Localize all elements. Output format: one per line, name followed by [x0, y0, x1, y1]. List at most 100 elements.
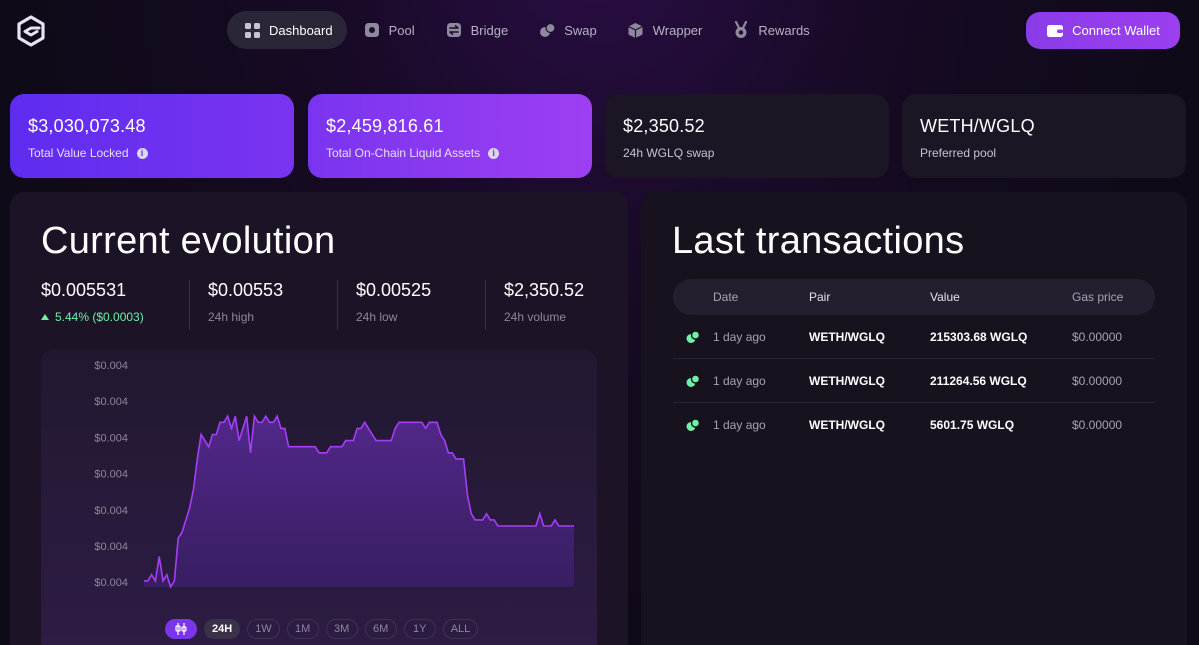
connect-wallet-button[interactable]: Connect Wallet: [1026, 12, 1180, 49]
stat-card-preferred-pool: WETH/WGLQ Preferred pool: [902, 94, 1186, 178]
nav-wrapper[interactable]: Wrapper: [611, 11, 717, 49]
y-tick-label: $0.004: [94, 469, 128, 481]
evolution-title: Current evolution: [41, 220, 336, 262]
stat-card-swap-volume: $2,350.52 24h WGLQ swap: [605, 94, 889, 178]
range-3m[interactable]: 3M: [325, 619, 358, 639]
nav-wrapper-label: Wrapper: [652, 22, 703, 38]
range-1w[interactable]: 1W: [247, 619, 280, 639]
metric-change: 5.44% ($0.0003): [55, 310, 144, 324]
swap-tx-icon: [686, 329, 700, 343]
connect-wallet-label: Connect Wallet: [1072, 23, 1160, 38]
stat-value: $2,459,816.61: [326, 116, 444, 136]
evolution-metrics: $0.005531 5.44% ($0.0003) $0.00553 24h h…: [41, 280, 633, 330]
swap-tx-icon: [686, 418, 700, 431]
arrow-up-icon: [41, 314, 49, 320]
dashboard-icon: [243, 21, 261, 39]
info-icon[interactable]: i: [488, 147, 500, 159]
transactions-panel: Last transactions Date Pair Value Gas pr…: [641, 192, 1187, 645]
table-row[interactable]: 1 day ago WETH/WGLQ 5601.75 WGLQ $0.0000…: [673, 403, 1155, 447]
metric-label: 24h volume: [504, 310, 567, 324]
metric-24h-volume: $2,350.52 24h volume: [485, 280, 633, 330]
nav-pool-label: Pool: [388, 22, 415, 38]
nav-pool[interactable]: Pool: [347, 11, 429, 49]
stat-label: Total Value Locked: [28, 146, 129, 160]
metric-value: $2,350.52: [504, 280, 585, 300]
candlestick-icon: [175, 623, 187, 635]
column-pair[interactable]: Pair: [809, 290, 831, 304]
chart-type-toggle[interactable]: [165, 619, 197, 639]
range-1y[interactable]: 1Y: [403, 619, 436, 639]
logo-icon[interactable]: [14, 14, 48, 48]
nav-swap[interactable]: Swap: [522, 11, 611, 49]
y-tick-label: $0.004: [94, 505, 128, 517]
metric-price: $0.005531 5.44% ($0.0003): [41, 280, 189, 330]
stat-value: WETH/WGLQ: [920, 116, 1035, 136]
stat-card-liquid-assets: $2,459,816.61 Total On-Chain Liquid Asse…: [308, 94, 592, 178]
wallet-icon: [1047, 24, 1064, 37]
tx-pair: WETH/WGLQ: [809, 418, 885, 432]
range-6m[interactable]: 6M: [364, 619, 397, 639]
tx-pair: WETH/WGLQ: [809, 373, 885, 388]
stat-card-tvl: $3,030,073.48 Total Value Locked i: [10, 94, 294, 178]
table-row[interactable]: 1 day ago WETH/WGLQ 211264.56 WGLQ $0.00…: [673, 359, 1155, 403]
evolution-panel: Current evolution $0.005531 5.44% ($0.00…: [10, 192, 628, 645]
tx-value: 215303.68 WGLQ: [930, 329, 1028, 344]
metric-value: $0.005531: [41, 280, 127, 300]
tx-date: 1 day ago: [713, 373, 766, 388]
price-chart-svg[interactable]: $0.004 $0.004 $0.004 $0.004 $0.004 $0.004 $0.0…: [41, 349, 597, 609]
main-nav: Dashboard Pool Bridge Swap Wrapper Rewar…: [227, 11, 824, 49]
metric-label: 24h low: [356, 310, 398, 324]
metric-24h-low: $0.00525 24h low: [337, 280, 485, 330]
stat-value: $2,350.52: [623, 116, 705, 136]
tx-value: 211264.56 WGLQ: [930, 373, 1027, 388]
rewards-icon: [732, 21, 750, 39]
nav-bridge-label: Bridge: [470, 22, 509, 38]
tx-gas: $0.00000: [1072, 418, 1123, 432]
tx-pair: WETH/WGLQ: [809, 329, 885, 344]
y-tick-label: $0.004: [94, 577, 128, 589]
column-value[interactable]: Value: [930, 290, 960, 304]
stat-value: $3,030,073.48: [28, 116, 146, 136]
stat-label: Total On-Chain Liquid Assets: [326, 146, 481, 160]
nav-bridge[interactable]: Bridge: [429, 11, 523, 49]
nav-rewards-label: Rewards: [758, 22, 810, 38]
price-area: [144, 416, 574, 587]
transactions-title: Last transactions: [672, 220, 965, 262]
table-header: Date Pair Value Gas price: [673, 279, 1155, 315]
nav-rewards[interactable]: Rewards: [716, 11, 823, 49]
swap-icon: [538, 21, 556, 39]
price-line: [144, 413, 574, 589]
info-icon[interactable]: i: [136, 147, 148, 159]
nav-swap-label: Swap: [564, 22, 597, 38]
metric-24h-high: $0.00553 24h high: [189, 280, 337, 330]
range-1m[interactable]: 1M: [286, 619, 319, 639]
transactions-table: Date Pair Value Gas price 1 day ago WETH…: [673, 279, 1155, 447]
table-row[interactable]: 1 day ago WETH/WGLQ 215303.68 WGLQ $0.00…: [673, 315, 1155, 359]
tx-value: 5601.75 WGLQ: [930, 418, 1015, 432]
price-chart[interactable]: $0.004 $0.004 $0.004 $0.004 $0.004 $0.004 $0.0…: [41, 349, 597, 645]
bridge-icon: [445, 21, 463, 39]
column-date[interactable]: Date: [713, 290, 739, 304]
tx-date: 1 day ago: [713, 329, 766, 344]
range-24h[interactable]: 24H: [204, 619, 241, 639]
tx-gas: $0.00000: [1072, 373, 1123, 388]
pool-icon: [363, 21, 381, 39]
range-all[interactable]: ALL: [442, 619, 479, 639]
tx-gas: $0.00000: [1072, 329, 1123, 344]
stat-label: 24h WGLQ swap: [623, 146, 715, 160]
y-tick-label: $0.004: [94, 432, 128, 444]
stat-label: Preferred pool: [920, 146, 997, 160]
tx-date: 1 day ago: [713, 418, 766, 432]
wrapper-icon: [627, 21, 645, 39]
y-tick-label: $0.004: [94, 396, 128, 408]
nav-dashboard-label: Dashboard: [269, 22, 333, 38]
metric-label: 24h high: [208, 310, 255, 324]
y-tick-label: $0.004: [94, 360, 128, 372]
column-gas-price[interactable]: Gas price: [1072, 290, 1124, 304]
y-tick-label: $0.004: [94, 541, 128, 553]
metric-value: $0.00553: [208, 280, 284, 300]
metric-value: $0.00525: [356, 280, 432, 300]
time-range-selector: 24H 1W 1M 3M 6M 1Y ALL: [165, 619, 485, 639]
nav-dashboard[interactable]: Dashboard: [227, 11, 347, 49]
swap-tx-icon: [686, 373, 700, 387]
